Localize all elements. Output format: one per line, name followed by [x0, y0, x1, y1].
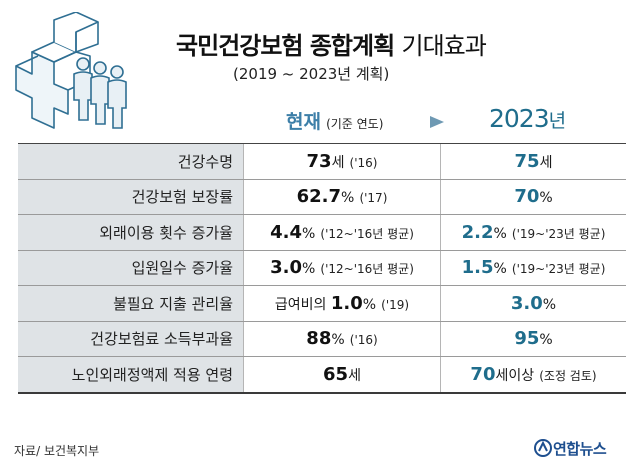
current-value-cell: 73세 ('16): [243, 143, 441, 180]
current-value-cell: 4.4% ('12~'16년 평균): [243, 214, 441, 251]
target-unit: %: [493, 261, 507, 278]
column-target-unit: 년: [548, 110, 567, 132]
current-value: 88: [306, 328, 332, 350]
current-note: ('16): [349, 333, 378, 348]
target-value-cell: 3.0%: [440, 285, 626, 322]
target-value: 70: [514, 186, 540, 208]
current-unit: %: [362, 296, 377, 313]
arrow-right-icon: [430, 116, 444, 128]
effects-table: 건강수명 73세 ('16) 75세 건강보험 보장률 62.7% ('17) 70% …: [18, 143, 626, 394]
health-illustration-icon: [15, 12, 127, 129]
brand-name: 연합뉴스: [553, 440, 607, 458]
current-note: ('12~'16년 평균): [320, 262, 414, 277]
table-row: 건강보험료 소득부과율 88% ('16) 95%: [18, 321, 626, 357]
target-value-cell: 75세: [440, 143, 626, 180]
target-note: ('19~'23년 평균): [511, 226, 606, 241]
yonhap-logo-icon: [534, 439, 552, 457]
current-note: ('16): [349, 155, 378, 170]
current-value-cell: 62.7% ('17): [243, 179, 441, 215]
target-value-cell: 2.2% ('19~'23년 평균): [440, 214, 626, 251]
current-value-cell: 88% ('16): [243, 321, 441, 357]
current-value: 62.7: [296, 186, 342, 208]
target-value: 70: [470, 363, 496, 385]
current-value: 73: [306, 150, 332, 172]
target-note: ('19~'23년 평균): [511, 262, 606, 277]
title-sub: 기대효과: [401, 32, 487, 60]
target-unit: %: [542, 296, 557, 313]
target-unit: %: [493, 225, 507, 242]
current-unit: %: [301, 261, 316, 278]
target-value: 95: [514, 328, 540, 350]
current-note: ('19): [381, 297, 410, 312]
current-prefix: 급여비의: [274, 296, 331, 313]
current-value-cell: 3.0% ('12~'16년 평균): [243, 250, 441, 286]
target-unit: 세이상: [495, 367, 535, 384]
current-value: 1.0: [330, 292, 363, 314]
target-value: 75: [514, 150, 540, 172]
target-value-cell: 70%: [440, 179, 626, 215]
table-row: 입원일수 증가율 3.0% ('12~'16년 평균) 1.5% ('19~'23년…: [18, 250, 626, 286]
table-row: 건강보험 보장률 62.7% ('17) 70%: [18, 179, 626, 215]
row-label: 입원일수 증가율: [18, 250, 244, 286]
table-row: 불필요 지출 관리율 급여비의 1.0% ('19) 3.0%: [18, 285, 626, 322]
title-main: 국민건강보험 종합계획: [176, 32, 395, 60]
current-unit: 세: [348, 367, 361, 384]
target-value-cell: 1.5% ('19~'23년 평균): [440, 250, 626, 286]
target-value-cell: 95%: [440, 321, 626, 357]
source-credit: 자료/ 보건복지부: [14, 444, 100, 458]
current-value-cell: 65세: [243, 356, 441, 394]
table-row: 노인외래정액제 적용 연령 65세 70세이상 (조정 검토): [18, 356, 626, 394]
current-unit: %: [301, 225, 316, 242]
column-header-current: 현재 (기준 연도): [286, 107, 383, 134]
target-unit: 세: [539, 154, 553, 171]
target-value: 2.2: [461, 221, 494, 243]
table-row: 건강수명 73세 ('16) 75세: [18, 143, 626, 180]
current-value: 3.0: [270, 257, 302, 279]
current-note: ('12~'16년 평균): [320, 226, 414, 241]
column-header-target: 2023년: [489, 104, 567, 133]
target-unit: %: [539, 332, 553, 349]
table-row: 외래이용 횟수 증가율 4.4% ('12~'16년 평균) 2.2% ('19~'…: [18, 214, 626, 251]
target-unit: %: [539, 190, 553, 207]
row-label: 건강수명: [18, 143, 244, 180]
current-value: 65: [323, 363, 349, 385]
row-label: 건강보험 보장률: [18, 179, 244, 215]
subtitle: (2019 ~ 2023년 계획): [233, 65, 390, 83]
row-label: 건강보험료 소득부과율: [18, 321, 244, 357]
current-value: 4.4: [270, 221, 302, 243]
current-unit: %: [331, 332, 345, 349]
current-value-cell: 급여비의 1.0% ('19): [243, 285, 441, 322]
column-current-label: 현재: [286, 111, 321, 133]
target-value-cell: 70세이상 (조정 검토): [440, 356, 626, 394]
column-target-year: 2023: [489, 104, 550, 133]
row-label: 노인외래정액제 적용 연령: [18, 356, 244, 394]
column-current-note: (기준 연도): [326, 117, 384, 131]
current-unit: 세: [331, 154, 345, 171]
page-title: 국민건강보험 종합계획 기대효과: [176, 26, 487, 61]
row-label: 불필요 지출 관리율: [18, 285, 244, 322]
target-note: (조정 검토): [539, 368, 597, 383]
row-label: 외래이용 횟수 증가율: [18, 214, 244, 251]
target-value: 3.0: [510, 292, 543, 314]
current-unit: %: [341, 190, 355, 207]
current-note: ('17): [359, 191, 388, 206]
target-value: 1.5: [461, 257, 494, 279]
